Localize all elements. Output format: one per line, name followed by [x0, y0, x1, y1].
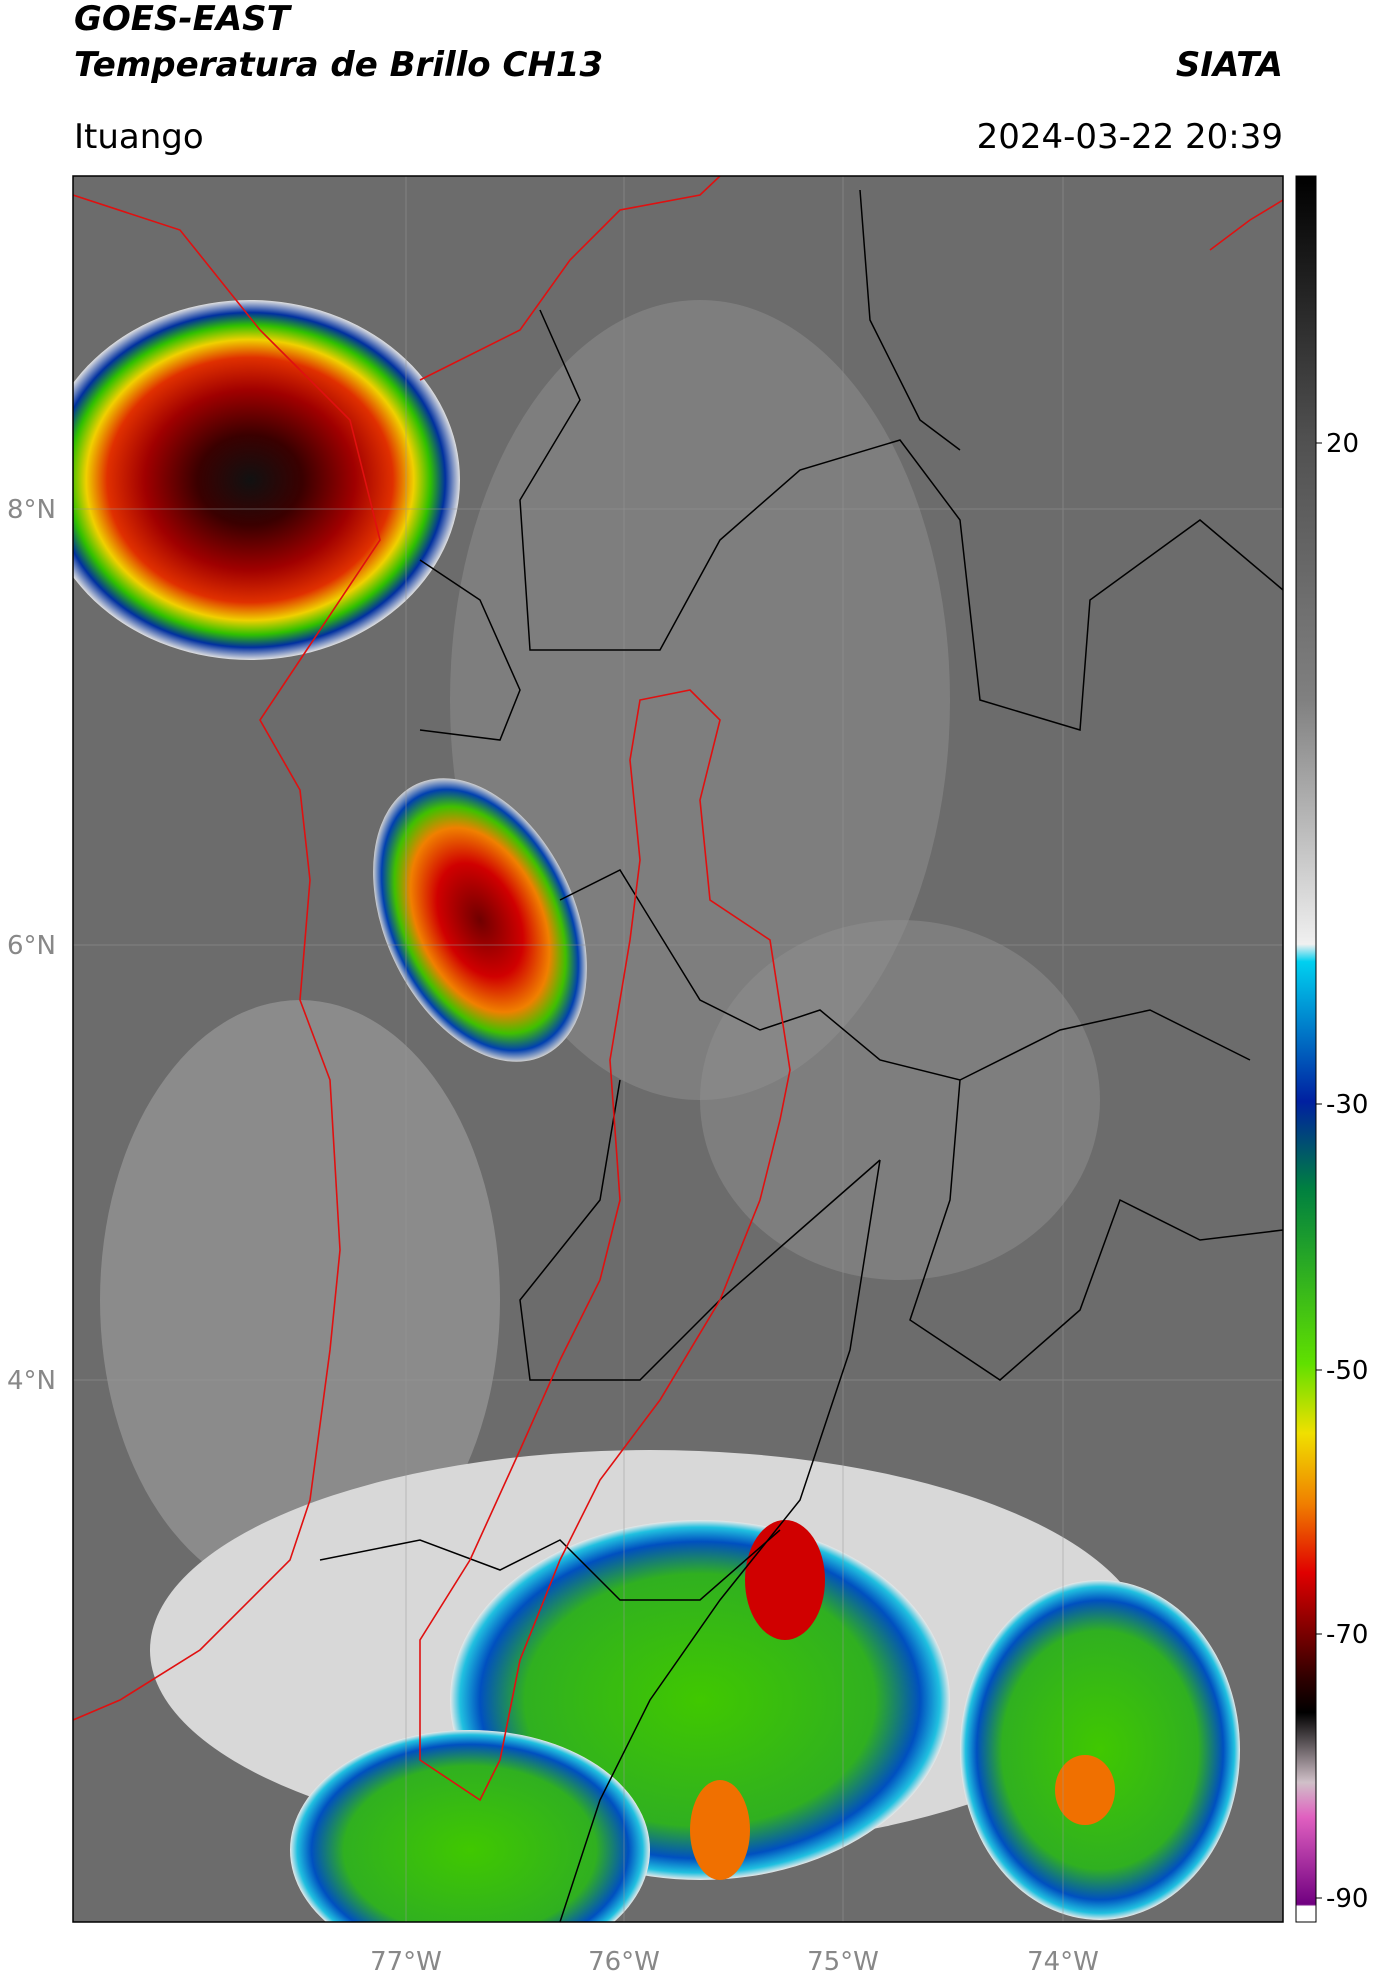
datetime: 2024-03-22 20:39 — [977, 117, 1283, 157]
lon-label: 76°W — [588, 1947, 660, 1977]
subtitle: Temperatura de Brillo CH13 — [74, 45, 603, 85]
title: GOES-EAST — [74, 0, 293, 39]
lon-label: 75°W — [807, 1947, 879, 1977]
lat-label: 6°N — [7, 931, 56, 961]
lat-label: 4°N — [7, 1366, 56, 1396]
colorbar-label: -50 — [1326, 1356, 1368, 1386]
colorbar-label: -90 — [1326, 1884, 1368, 1914]
lon-labels: 77°W 76°W 75°W 74°W — [370, 1947, 1099, 1977]
colorbar-ticks — [1316, 442, 1322, 1899]
colorbar-label: -30 — [1326, 1090, 1368, 1120]
colorbar-label: -70 — [1326, 1620, 1368, 1650]
lat-labels: 8°N 6°N 4°N — [7, 495, 56, 1396]
lon-label: 74°W — [1027, 1947, 1099, 1977]
location: Ituango — [74, 117, 204, 157]
lon-label: 77°W — [370, 1947, 442, 1977]
colorbar — [1295, 175, 1317, 1923]
map-frame — [72, 175, 1284, 1923]
colorbar-label: 20 — [1326, 429, 1359, 459]
satellite-image — [73, 176, 1283, 1922]
source: SIATA — [1176, 45, 1283, 85]
lat-label: 8°N — [7, 495, 56, 525]
